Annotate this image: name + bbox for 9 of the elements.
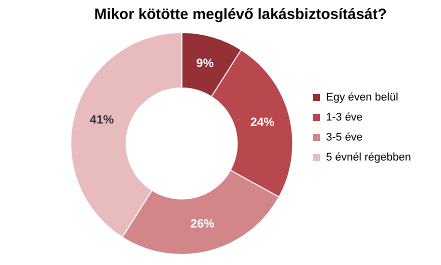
legend-label: 5 évnél régebben (326, 152, 411, 164)
data-label: 41% (90, 112, 114, 127)
data-label: 24% (250, 115, 275, 130)
legend-label: 1-3 éve (326, 112, 363, 124)
chart-title: Mikor kötötte meglévő lakásbiztosítását? (94, 6, 387, 24)
data-label: 9% (196, 56, 214, 70)
legend-label: 3-5 éve (326, 132, 363, 144)
data-label: 26% (190, 216, 215, 230)
legend-label: Egy éven belül (326, 92, 398, 104)
